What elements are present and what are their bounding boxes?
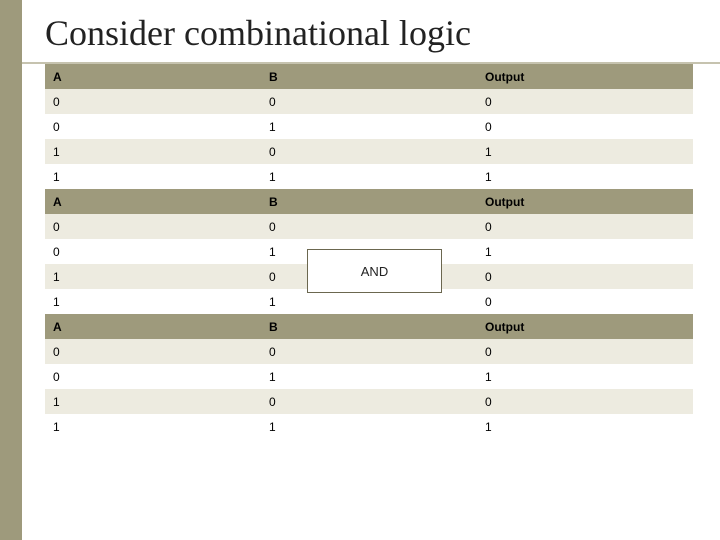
and-callout-box: AND [307, 249, 442, 293]
cell-out: 0 [477, 264, 693, 289]
decorative-left-stripe [0, 0, 22, 540]
truth-table-1: A B Output 0 0 0 0 1 0 1 0 1 1 [45, 64, 693, 189]
cell-b: 1 [261, 114, 477, 139]
cell-out: 1 [477, 164, 693, 189]
table-row: 0 1 1 [45, 364, 693, 389]
col-header-a: A [45, 189, 261, 214]
table-row: 1 0 1 [45, 139, 693, 164]
cell-a: 0 [45, 239, 261, 264]
cell-b: 0 [261, 139, 477, 164]
cell-out: 0 [477, 339, 693, 364]
cell-a: 1 [45, 139, 261, 164]
page-title: Consider combinational logic [45, 12, 471, 54]
cell-b: 0 [261, 339, 477, 364]
col-header-b: B [261, 314, 477, 339]
table-row: 1 1 1 [45, 414, 693, 439]
table-row: 0 0 0 [45, 89, 693, 114]
table-row: 0 0 0 [45, 214, 693, 239]
cell-out: 1 [477, 239, 693, 264]
cell-a: 0 [45, 214, 261, 239]
col-header-a: A [45, 314, 261, 339]
table-row: 0 0 0 [45, 339, 693, 364]
cell-a: 1 [45, 414, 261, 439]
col-header-out: Output [477, 189, 693, 214]
cell-a: 1 [45, 289, 261, 314]
truth-table-3: A B Output 0 0 0 0 1 1 1 0 0 1 [45, 314, 693, 439]
cell-out: 1 [477, 414, 693, 439]
cell-a: 0 [45, 339, 261, 364]
cell-b: 0 [261, 89, 477, 114]
cell-out: 0 [477, 289, 693, 314]
cell-a: 1 [45, 389, 261, 414]
cell-out: 0 [477, 389, 693, 414]
cell-a: 0 [45, 364, 261, 389]
cell-a: 0 [45, 89, 261, 114]
table-row: 1 1 1 [45, 164, 693, 189]
cell-b: 1 [261, 164, 477, 189]
col-header-b: B [261, 189, 477, 214]
table-row: 1 0 0 [45, 389, 693, 414]
col-header-out: Output [477, 64, 693, 89]
cell-b: 0 [261, 389, 477, 414]
cell-out: 0 [477, 114, 693, 139]
cell-a: 0 [45, 114, 261, 139]
cell-out: 0 [477, 89, 693, 114]
col-header-a: A [45, 64, 261, 89]
col-header-b: B [261, 64, 477, 89]
cell-b: 0 [261, 214, 477, 239]
col-header-out: Output [477, 314, 693, 339]
cell-out: 0 [477, 214, 693, 239]
cell-a: 1 [45, 264, 261, 289]
and-callout-label: AND [361, 264, 388, 279]
cell-out: 1 [477, 139, 693, 164]
table-row: 0 1 0 [45, 114, 693, 139]
cell-b: 1 [261, 414, 477, 439]
cell-a: 1 [45, 164, 261, 189]
cell-out: 1 [477, 364, 693, 389]
cell-b: 1 [261, 364, 477, 389]
